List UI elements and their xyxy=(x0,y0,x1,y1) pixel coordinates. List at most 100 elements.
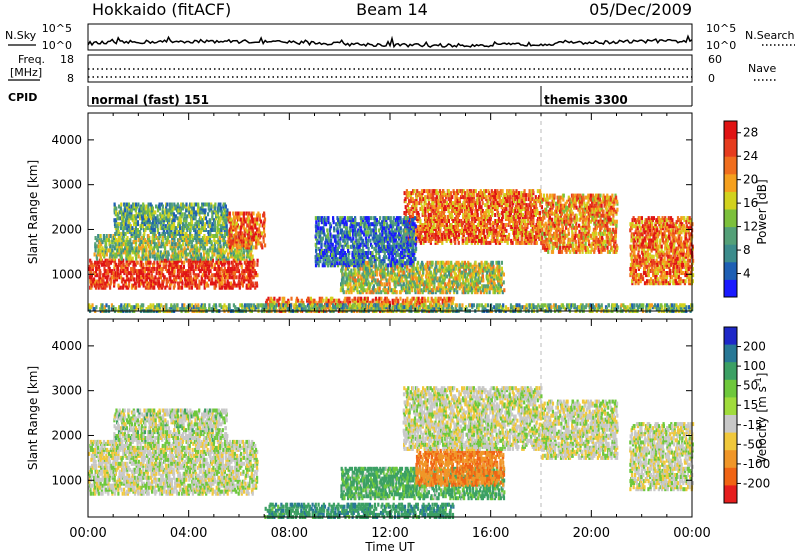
heatmap-cell xyxy=(483,189,486,194)
heatmap-cell xyxy=(249,283,253,288)
heatmap-cell xyxy=(187,269,190,274)
heatmap-cell xyxy=(105,252,108,257)
heatmap-cell xyxy=(217,254,220,259)
heatmap-cell xyxy=(115,218,118,223)
heatmap-cell xyxy=(173,269,176,274)
heatmap-cell xyxy=(520,191,523,196)
heatmap-cell xyxy=(113,240,116,245)
heatmap-cell xyxy=(173,254,176,259)
heatmap-cell xyxy=(95,269,98,274)
heatmap-cell xyxy=(156,218,159,223)
heatmap-cell xyxy=(239,229,242,234)
heatmap-cell xyxy=(189,275,192,280)
heatmap-cell xyxy=(178,275,181,280)
heatmap-cell xyxy=(189,262,192,267)
heatmap-cell xyxy=(124,231,127,236)
heatmap-cell xyxy=(525,223,528,227)
heatmap-cell xyxy=(101,262,104,267)
heatmap-cell xyxy=(198,264,201,269)
heatmap-cell xyxy=(103,267,106,271)
heatmap-cell xyxy=(214,275,217,280)
heatmap-cell xyxy=(500,266,503,271)
heatmap-cell xyxy=(95,256,99,261)
heatmap-cell xyxy=(226,242,229,247)
heatmap-cell xyxy=(161,214,164,219)
heatmap-cell xyxy=(179,226,182,231)
heatmap-cell xyxy=(458,276,461,281)
heatmap-cell xyxy=(440,213,443,217)
heatmap-cell xyxy=(94,242,97,247)
heatmap-cell xyxy=(387,290,390,295)
heatmap-cell xyxy=(181,273,184,278)
heatmap-cell xyxy=(113,202,116,207)
heatmap-cell xyxy=(191,264,194,269)
heatmap-cell xyxy=(246,229,249,234)
heatmap-cell xyxy=(433,225,436,229)
heatmap-cell xyxy=(179,234,182,238)
heatmap-cell xyxy=(219,224,222,229)
heatmap-cell xyxy=(170,256,173,261)
heatmap-cell xyxy=(210,264,214,269)
heatmap-cell xyxy=(354,296,357,301)
heatmap-cell xyxy=(250,231,253,236)
heatmap-cell xyxy=(115,248,119,253)
heatmap-cell xyxy=(150,267,154,271)
heatmap-cell xyxy=(224,204,227,209)
heatmap-cell xyxy=(175,262,178,267)
heatmap-cell xyxy=(528,189,531,194)
heatmap-cell xyxy=(246,277,250,282)
heatmap-cell xyxy=(152,262,156,267)
heatmap-cell xyxy=(251,229,254,234)
heatmap-cell xyxy=(106,248,109,253)
heatmap-cell xyxy=(120,231,123,236)
heatmap-cell xyxy=(206,275,209,280)
heatmap-cell xyxy=(224,275,227,280)
heatmap-cell xyxy=(195,242,198,247)
heatmap-cell xyxy=(134,226,137,231)
heatmap-cell xyxy=(179,244,183,249)
heatmap-cell xyxy=(127,277,130,282)
heatmap-cell xyxy=(93,262,96,267)
heatmap-cell xyxy=(219,218,222,223)
heatmap-cell xyxy=(143,254,146,259)
heatmap-cell xyxy=(122,238,125,243)
heatmap-cell xyxy=(193,256,196,261)
heatmap-cell xyxy=(186,252,190,257)
heatmap-cell xyxy=(187,273,190,278)
heatmap-cell xyxy=(354,272,358,277)
heatmap-cell xyxy=(230,229,233,234)
heatmap-cell xyxy=(108,267,111,271)
heatmap-cell xyxy=(98,283,102,288)
heatmap-cell xyxy=(169,271,172,276)
heatmap-cell xyxy=(463,203,467,208)
heatmap-cell xyxy=(254,223,257,228)
heatmap-cell xyxy=(133,260,136,265)
heatmap-cell xyxy=(250,256,253,261)
heatmap-cell xyxy=(230,252,233,257)
heatmap-cell xyxy=(427,201,431,206)
heatmap-cell xyxy=(241,256,244,261)
heatmap-cell xyxy=(192,277,196,282)
heatmap-cell xyxy=(214,273,217,278)
heatmap-cell xyxy=(173,218,176,223)
heatmap-cell xyxy=(211,273,214,278)
heatmap-cell xyxy=(129,248,132,253)
heatmap-cell xyxy=(474,260,477,265)
heatmap-cell xyxy=(181,206,185,211)
heatmap-cell xyxy=(435,298,438,303)
heatmap-cell xyxy=(438,189,441,194)
heatmap-cell xyxy=(147,234,150,238)
heatmap-cell xyxy=(204,242,207,247)
heatmap-cell xyxy=(130,208,133,213)
heatmap-cell xyxy=(201,264,204,269)
heatmap-cell xyxy=(257,233,260,238)
heatmap-cell xyxy=(458,223,461,227)
heatmap-cell xyxy=(118,244,121,249)
heatmap-cell xyxy=(142,273,145,278)
heatmap-cell xyxy=(159,273,162,278)
heatmap-cell xyxy=(497,260,501,265)
heatmap-cell xyxy=(187,234,190,238)
heatmap-cell xyxy=(263,211,266,216)
heatmap-cell xyxy=(252,217,255,222)
heatmap-cell xyxy=(152,210,155,215)
